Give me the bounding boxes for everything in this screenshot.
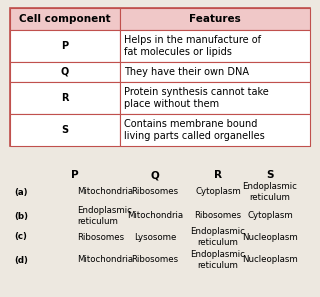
Text: P: P: [71, 170, 79, 180]
Text: S: S: [61, 125, 68, 135]
Bar: [10, 62, 120, 82]
Text: (c): (c): [14, 233, 27, 241]
Text: Q: Q: [61, 67, 69, 77]
Text: Endoplasmic
reticulum: Endoplasmic reticulum: [191, 250, 245, 270]
Text: (b): (b): [14, 211, 28, 220]
Text: P: P: [61, 41, 68, 51]
Bar: [10, 30, 120, 62]
Text: Endoplasmic
reticulum: Endoplasmic reticulum: [243, 182, 297, 202]
Text: Nucleoplasm: Nucleoplasm: [242, 233, 298, 241]
Bar: [10, 8, 120, 30]
Text: Ribosomes: Ribosomes: [77, 233, 124, 241]
Text: Mitochondria: Mitochondria: [77, 255, 133, 265]
Text: S: S: [266, 170, 274, 180]
Text: Endoplasmic
reticulum: Endoplasmic reticulum: [77, 206, 132, 226]
Text: Contains membrane bound
living parts called organelles: Contains membrane bound living parts cal…: [124, 119, 265, 141]
Text: (d): (d): [14, 255, 28, 265]
Text: Q: Q: [151, 170, 159, 180]
Text: R: R: [214, 170, 222, 180]
Text: Protein synthesis cannot take
place without them: Protein synthesis cannot take place with…: [124, 87, 269, 109]
Text: Mitochondria: Mitochondria: [77, 187, 133, 197]
Bar: [10, 82, 120, 114]
Text: Cell component: Cell component: [19, 14, 111, 24]
Text: (a): (a): [14, 187, 28, 197]
Bar: [120, 82, 310, 114]
Text: Ribosomes: Ribosomes: [132, 187, 179, 197]
Bar: [10, 8, 310, 146]
Text: Nucleoplasm: Nucleoplasm: [242, 255, 298, 265]
Text: Cytoplasm: Cytoplasm: [195, 187, 241, 197]
Bar: [120, 62, 310, 82]
Text: Mitochondria: Mitochondria: [127, 211, 183, 220]
Text: Cytoplasm: Cytoplasm: [247, 211, 293, 220]
Bar: [120, 114, 310, 146]
Bar: [120, 8, 310, 30]
Bar: [120, 30, 310, 62]
Text: Ribosomes: Ribosomes: [132, 255, 179, 265]
Text: Endoplasmic
reticulum: Endoplasmic reticulum: [191, 227, 245, 247]
Text: Lysosome: Lysosome: [134, 233, 176, 241]
Text: They have their own DNA: They have their own DNA: [124, 67, 249, 77]
Text: Ribosomes: Ribosomes: [195, 211, 242, 220]
Text: Features: Features: [189, 14, 241, 24]
Text: R: R: [61, 93, 69, 103]
Text: Helps in the manufacture of
fat molecules or lipids: Helps in the manufacture of fat molecule…: [124, 35, 261, 57]
Bar: [10, 114, 120, 146]
